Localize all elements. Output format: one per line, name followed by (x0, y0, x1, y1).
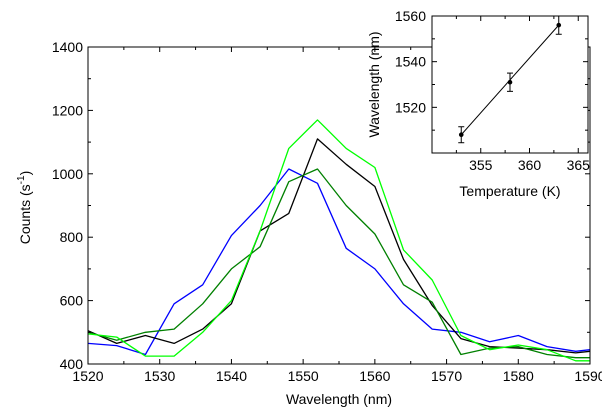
inset-y-tick-label: 1560 (395, 8, 426, 24)
inset-x-tick-label: 355 (469, 157, 493, 173)
main-y-tick-label: 1400 (52, 39, 83, 55)
main-x-tick-label: 1540 (216, 368, 247, 384)
main-y-tick-label: 800 (60, 229, 84, 245)
inset-data-point-2 (556, 22, 562, 28)
inset-axis-ticks: 355 360 365 1520 1540 1560 (395, 8, 590, 173)
inset-chart: 355 360 365 1520 1540 1560 Temperature (K) Wa… (366, 8, 590, 199)
main-y-axis-title-sup: -1 (16, 175, 27, 184)
inset-x-tick-label: 365 (567, 157, 591, 173)
inset-y-axis-title: Wavelength (nm) (366, 31, 382, 137)
inset-data-point-1 (507, 79, 513, 85)
main-series-line-3 (87, 119, 590, 362)
main-series-line-0 (87, 168, 591, 356)
inset-data-point-0 (458, 132, 464, 138)
main-x-tick-label: 1590 (574, 368, 602, 384)
main-x-tick-label: 1530 (144, 368, 175, 384)
inset-x-tick-label: 360 (518, 157, 542, 173)
main-y-axis-title-main: Counts (s (17, 184, 33, 244)
main-y-axis-title: Counts (s-1) (16, 171, 33, 245)
main-x-tick-label: 1520 (72, 368, 103, 384)
main-x-tick-label: 1570 (431, 368, 462, 384)
main-y-tick-label: 1200 (52, 102, 83, 118)
main-x-tick-label: 1560 (359, 368, 390, 384)
main-x-tick-label: 1550 (288, 368, 319, 384)
inset-x-axis-title: Temperature (K) (459, 183, 560, 199)
main-y-axis-title-tail: ) (17, 171, 33, 176)
main-series-line-1 (87, 138, 591, 354)
main-series-group (87, 119, 591, 362)
main-y-tick-label: 600 (60, 293, 84, 309)
main-axis-ticks: 1520 1530 1540 1550 1560 1570 1580 1590 400 600 80… (52, 39, 602, 384)
inset-series-group (458, 15, 562, 144)
main-series-line-2 (87, 168, 590, 359)
main-x-tick-label: 1580 (503, 368, 534, 384)
inset-y-tick-label: 1520 (395, 99, 426, 115)
main-y-tick-label: 1000 (52, 166, 83, 182)
main-chart: 1520 1530 1540 1550 1560 1570 1580 1590 400 600 80… (16, 39, 602, 407)
inset-y-tick-label: 1540 (395, 54, 426, 70)
main-x-axis-title: Wavelength (nm) (286, 391, 392, 407)
main-y-tick-label: 400 (60, 356, 84, 372)
